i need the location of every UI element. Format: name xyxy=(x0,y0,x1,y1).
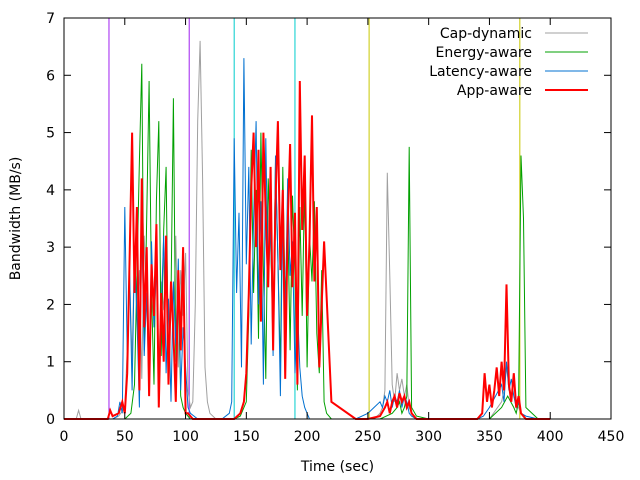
legend-label-energy-aware: Energy-aware xyxy=(436,45,533,61)
plot-frame xyxy=(63,17,612,420)
series-line-app-aware xyxy=(64,80,551,420)
legend-label-latency-aware: Latency-aware xyxy=(429,64,532,80)
y-tick-label: 6 xyxy=(46,68,55,84)
x-tick-label: 0 xyxy=(60,429,69,445)
x-tick-label: 200 xyxy=(294,429,321,445)
y-axis-title: Bandwidth (MB/s) xyxy=(8,157,24,281)
legend-label-cap-dynamic: Cap-dynamic xyxy=(440,26,532,42)
y-axis: 0 1 2 3 4 5 6 7 xyxy=(46,11,611,428)
x-tick-label: 350 xyxy=(476,429,503,445)
x-tick-label: 300 xyxy=(415,429,442,445)
y-tick-label: 3 xyxy=(46,240,55,256)
x-tick-label: 450 xyxy=(598,429,625,445)
legend: Cap-dynamic Energy-aware Latency-aware App-… xyxy=(429,26,588,99)
y-tick-label: 2 xyxy=(46,297,55,313)
y-tick-label: 7 xyxy=(46,11,55,27)
x-tick-label: 50 xyxy=(116,429,134,445)
x-tick-label: 150 xyxy=(233,429,260,445)
x-tick-label: 100 xyxy=(172,429,199,445)
y-tick-label: 0 xyxy=(46,412,55,428)
x-axis: 0 50 100 150 200 250 300 350 400 450 xyxy=(60,18,625,445)
marker-lines xyxy=(108,18,521,419)
x-axis-title: Time (sec) xyxy=(300,459,374,475)
legend-label-app-aware: App-aware xyxy=(457,83,532,99)
x-tick-label: 250 xyxy=(355,429,382,445)
y-tick-label: 1 xyxy=(46,355,55,371)
x-tick-label: 400 xyxy=(537,429,564,445)
y-tick-label: 4 xyxy=(46,183,55,199)
y-tick-label: 5 xyxy=(46,126,55,142)
